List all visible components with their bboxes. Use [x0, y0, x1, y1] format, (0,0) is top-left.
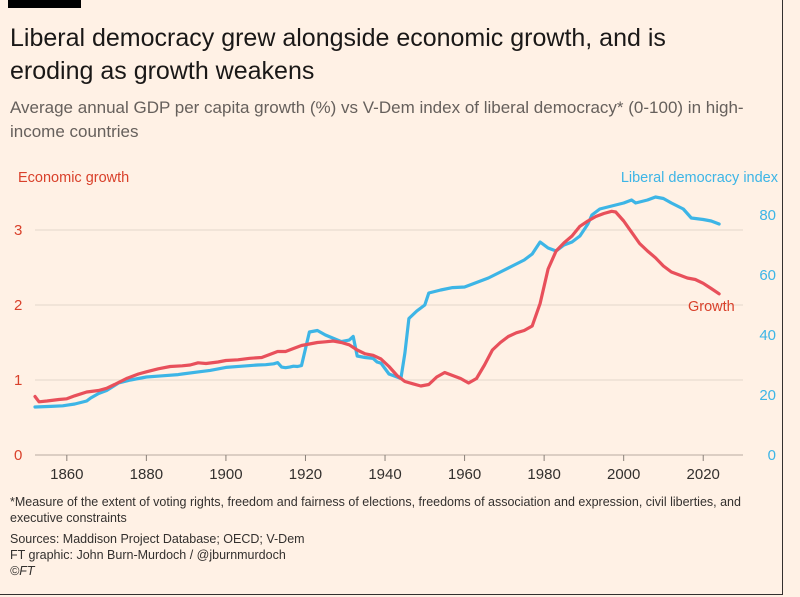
left-axis-label: Economic growth — [18, 170, 129, 186]
left-tick-label: 1 — [14, 372, 22, 389]
left-tick-label: 2 — [14, 297, 22, 314]
x-tick-label: 1920 — [289, 466, 322, 483]
x-tick-label: 2000 — [607, 466, 640, 483]
x-tick-label: 1860 — [50, 466, 83, 483]
right-tick-label: 40 — [759, 327, 776, 344]
gridlines — [35, 229, 743, 456]
series-lines — [33, 195, 721, 409]
axis-labels: Economic growth Liberal democracy index … — [18, 170, 779, 315]
x-tick-label: 1940 — [368, 466, 401, 483]
footnote: *Measure of the extent of voting rights,… — [10, 495, 741, 525]
chart-subtitle: Average annual GDP per capita growth (%)… — [10, 98, 744, 141]
x-tick-label: 1960 — [448, 466, 481, 483]
democracy-line — [33, 195, 721, 409]
x-tick-label: 1980 — [527, 466, 560, 483]
growth-annotation: Growth — [688, 299, 735, 315]
right-tick-label: 80 — [759, 207, 776, 224]
left-tick-label: 3 — [14, 222, 22, 239]
chart-title: Liberal democracy grew alongside economi… — [10, 24, 666, 85]
left-tick-label: 0 — [14, 447, 22, 464]
ft-top-bar — [8, 0, 81, 8]
copyright: ©FT — [10, 564, 35, 578]
x-tick-label: 1900 — [209, 466, 242, 483]
chart-svg: 0 1 2 3 0 20 40 60 80 1860 1880 1900 1920 1940 1960 198… — [14, 170, 779, 483]
credit: FT graphic: John Burn-Murdoch / @jburnmu… — [10, 548, 286, 562]
right-tick-label: 0 — [768, 447, 776, 464]
right-tick-label: 20 — [759, 387, 776, 404]
right-axis-label: Liberal democracy index — [621, 170, 779, 186]
chart-frame — [0, 0, 783, 595]
tick-labels: 0 1 2 3 0 20 40 60 80 1860 1880 1900 1920 1940 1960 198… — [14, 207, 776, 483]
sources: Sources: Maddison Project Database; OECD… — [10, 532, 305, 546]
growth-line — [33, 209, 721, 404]
right-tick-label: 60 — [759, 267, 776, 284]
x-tick-label: 1880 — [130, 466, 163, 483]
x-tick-label: 2020 — [687, 466, 720, 483]
